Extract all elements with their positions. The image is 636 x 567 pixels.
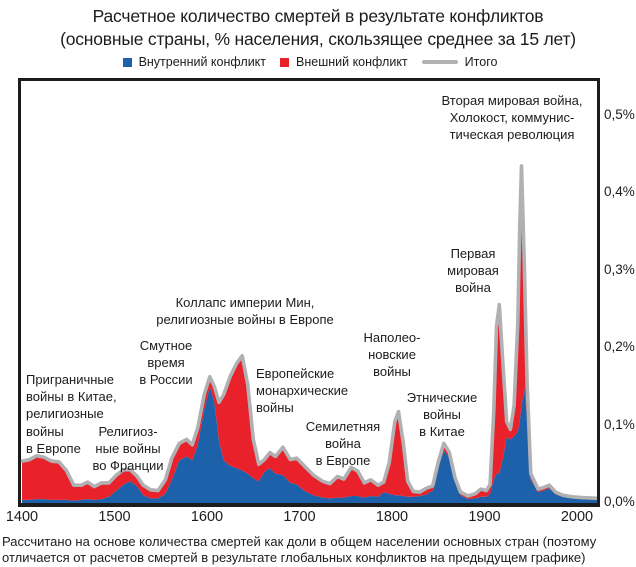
- footnote-line1: Рассчитано на основе количества смертей …: [2, 534, 597, 549]
- x-axis-label-1900: 1900: [468, 509, 501, 525]
- x-axis-label-1800: 1800: [375, 509, 409, 525]
- legend-label-total: Итого: [464, 55, 498, 69]
- chart-title-line1: Расчетное количество смертей в результат…: [92, 6, 544, 26]
- chart-title-line2: (основные страны, % населения, скользяще…: [60, 29, 576, 49]
- x-axis-label-1700: 1700: [283, 509, 316, 525]
- x-axis-label-1500: 1500: [98, 509, 131, 525]
- plot-area: [18, 78, 600, 507]
- footnote: Рассчитано на основе количества смертей …: [2, 534, 635, 566]
- y-axis-label-0_4%: 0,4%: [604, 184, 635, 199]
- y-axis-label-0_3%: 0,3%: [604, 261, 635, 277]
- y-axis-label-0_0%: 0,0%: [604, 494, 635, 509]
- internal-conflict-swatch: [122, 57, 132, 67]
- legend-item-internal: Внутренний конфликт: [122, 55, 267, 69]
- total-line-swatch: [421, 60, 458, 64]
- total-line: [21, 164, 597, 501]
- y-axis-label-0_1%: 0,1%: [604, 416, 635, 432]
- x-axis-label-1400: 1400: [5, 509, 39, 525]
- legend-item-external: Внешний конфликт: [280, 55, 408, 69]
- x-axis-label-1600: 1600: [190, 509, 224, 525]
- legend-label-external: Внешний конфликт: [296, 55, 408, 69]
- y-axis-label-0_2%: 0,2%: [604, 339, 635, 354]
- chart-title: Расчетное количество смертей в результат…: [0, 5, 636, 51]
- y-axis-label-0_5%: 0,5%: [604, 106, 635, 122]
- legend-label-internal: Внутренний конфликт: [138, 55, 267, 69]
- external-conflict-swatch: [280, 57, 290, 67]
- conflict-deaths-chart: [21, 164, 597, 503]
- chart-legend: Внутренний конфликт Внешний конфликт Ито…: [0, 55, 620, 69]
- footnote-line2: отличается от расчетов смертей в результ…: [2, 549, 586, 565]
- legend-item-total: Итого: [421, 55, 498, 69]
- x-axis-label-2000: 2000: [560, 509, 594, 525]
